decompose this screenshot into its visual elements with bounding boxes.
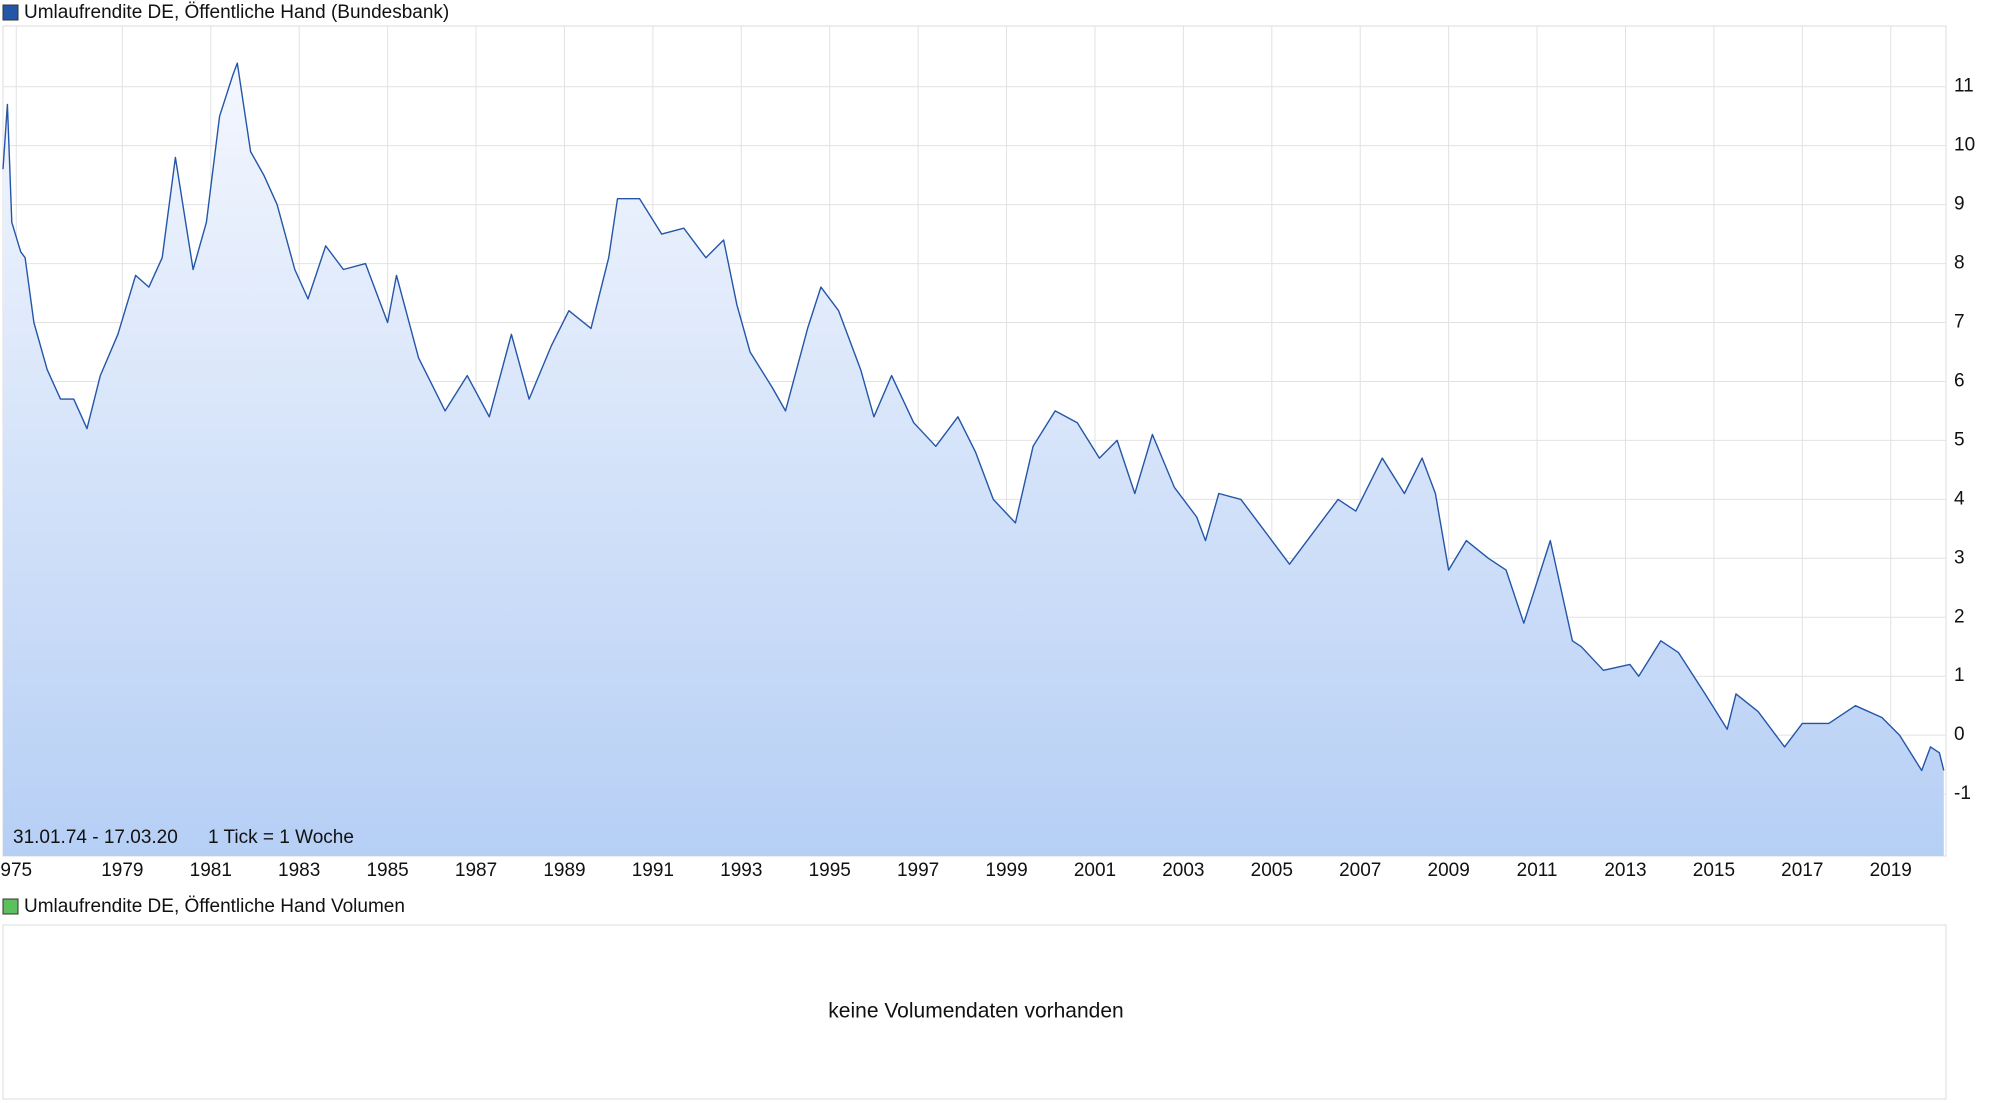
x-tick-label: 1989 (543, 860, 585, 881)
y-tick-label: 4 (1954, 488, 1965, 509)
annotation: 1 Tick = 1 Woche (208, 827, 354, 848)
y-tick-label: 10 (1954, 135, 1975, 156)
y-tick-label: 8 (1954, 253, 1965, 274)
chart-title: Umlaufrendite DE, Öffentliche Hand Volum… (24, 896, 405, 917)
y-tick-label: 3 (1954, 547, 1965, 568)
x-tick-label: 2003 (1162, 860, 1204, 881)
x-tick-label: 1997 (897, 860, 939, 881)
y-tick-label: 2 (1954, 606, 1965, 627)
x-tick-label: 2013 (1604, 860, 1646, 881)
y-tick-label: 0 (1954, 724, 1965, 745)
y-tick-label: 5 (1954, 429, 1965, 450)
x-tick-label: 2005 (1251, 860, 1293, 881)
y-tick-label: 11 (1954, 76, 1974, 97)
legend-swatch (2, 898, 19, 915)
annotation: 31.01.74 - 17.03.20 (13, 827, 178, 848)
legend-swatch (2, 4, 19, 21)
x-tick-label: 1995 (809, 860, 851, 881)
y-tick-label: -1 (1954, 783, 1971, 804)
x-tick-label: 975 (0, 860, 32, 881)
x-tick-label: 2001 (1074, 860, 1116, 881)
x-tick-label: 2015 (1693, 860, 1735, 881)
x-tick-label: 1993 (720, 860, 762, 881)
y-tick-label: 1 (1954, 665, 1965, 686)
x-tick-label: 1985 (366, 860, 408, 881)
x-tick-label: 1979 (101, 860, 143, 881)
x-tick-label: 1991 (632, 860, 674, 881)
y-tick-label: 9 (1954, 194, 1965, 215)
x-tick-label: 1999 (985, 860, 1027, 881)
line (2, 62, 1945, 772)
x-tick-label: 2009 (1428, 860, 1470, 881)
area-fill (3, 63, 1944, 857)
x-tick-label: 2017 (1781, 860, 1823, 881)
x-tick-label: 1987 (455, 860, 497, 881)
y-tick-label: 6 (1954, 370, 1965, 391)
x-tick-label: 2019 (1870, 860, 1912, 881)
chart-title: Umlaufrendite DE, Öffentliche Hand (Bund… (24, 2, 449, 23)
x-tick-label: 2007 (1339, 860, 1381, 881)
no-data-message: keine Volumendaten vorhanden (828, 1000, 1123, 1023)
y-tick-label: 7 (1954, 312, 1965, 333)
x-tick-label: 2011 (1517, 860, 1558, 881)
x-tick-label: 1983 (278, 860, 320, 881)
x-tick-label: 1981 (190, 860, 232, 881)
volume-panel (2, 924, 1947, 1100)
